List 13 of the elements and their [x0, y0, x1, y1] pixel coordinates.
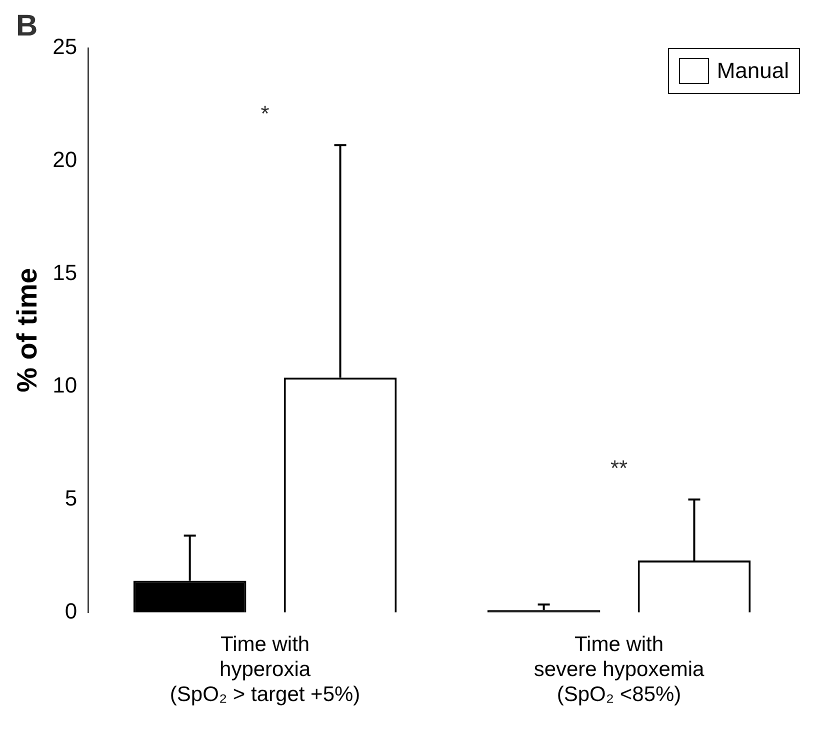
y-tick-label: 0	[64, 598, 78, 624]
y-tick-label: 25	[52, 34, 78, 60]
annotation: **	[610, 456, 628, 481]
text: Manual	[716, 58, 789, 84]
x-tick-label: Time with severe hypoxemia (SpO₂ <85%)	[534, 632, 705, 706]
y-tick-label: 10	[52, 372, 78, 398]
x-tick-label: Time with hyperoxia (SpO₂ > target +5%)	[170, 632, 360, 706]
text: B	[16, 9, 38, 42]
y-tick-label: 20	[52, 146, 78, 172]
annotation: *	[260, 101, 270, 126]
y-axis-title: % of time	[12, 268, 43, 392]
y-tick-label: 5	[64, 486, 78, 511]
y-tick-label: 15	[52, 260, 78, 285]
